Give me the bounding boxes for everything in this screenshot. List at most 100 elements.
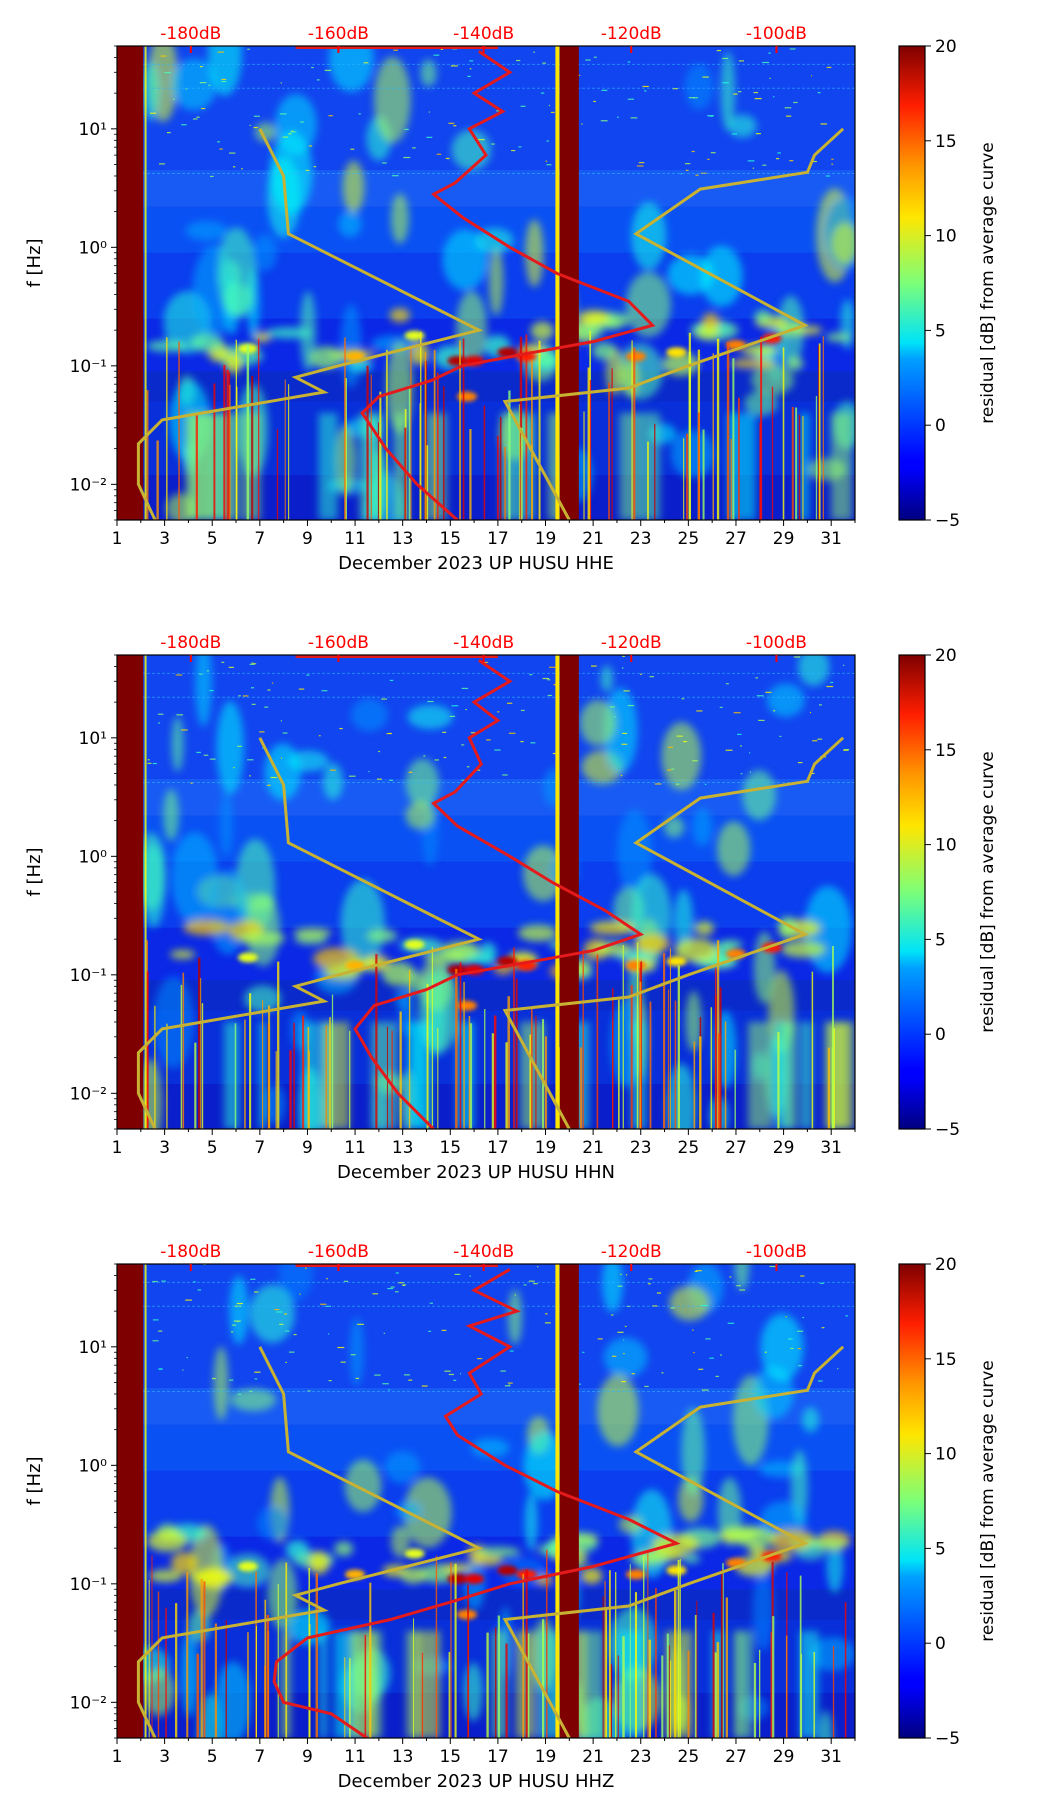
speckle — [176, 714, 184, 716]
speckle — [656, 1292, 662, 1294]
x-tick-label: 19 — [535, 1747, 557, 1767]
speckle — [671, 768, 675, 770]
noise-blotch — [753, 931, 776, 1004]
speckle — [221, 661, 225, 663]
noise-model-low-line — [136, 128, 484, 520]
speckle — [738, 91, 742, 93]
microseism-blotch — [309, 346, 344, 369]
speckle — [231, 1324, 237, 1326]
speckle — [376, 778, 382, 780]
speckle — [217, 141, 221, 143]
speckle — [627, 704, 635, 707]
x-tick-label: 5 — [207, 1747, 218, 1767]
y-axis-label: f [Hz] — [24, 1456, 45, 1505]
speckle — [722, 82, 729, 84]
speckle — [288, 133, 292, 135]
speckle — [765, 691, 772, 693]
speckle — [253, 115, 260, 117]
speckle — [329, 769, 336, 771]
speckle — [486, 739, 491, 741]
speckle — [158, 1330, 163, 1332]
microseism-blotch — [293, 927, 333, 938]
speckle — [392, 175, 399, 177]
hotspot — [237, 952, 258, 963]
hotspot — [456, 1000, 477, 1011]
speckle — [755, 133, 762, 135]
speckle — [196, 751, 201, 754]
speckle — [390, 1286, 395, 1288]
speckle — [552, 752, 557, 755]
noise-blotch — [631, 201, 667, 271]
speckle — [285, 1330, 290, 1332]
speckle — [817, 738, 823, 740]
speckle — [428, 1330, 432, 1332]
speckle — [427, 700, 434, 703]
x-tick-label: 19 — [535, 1138, 557, 1158]
x-tick-label: 19 — [535, 529, 557, 549]
speckle — [625, 1274, 628, 1276]
speckle — [623, 1352, 625, 1355]
colorbar-tick-label: 15 — [935, 741, 957, 761]
speckle — [809, 711, 812, 714]
noise-blotch — [407, 704, 453, 730]
speckle — [440, 48, 443, 51]
noise-blotch — [171, 58, 217, 111]
speckle — [719, 706, 723, 709]
speckle — [274, 1308, 280, 1311]
speckle — [843, 664, 845, 666]
speckle — [467, 75, 471, 77]
speckle — [667, 746, 674, 748]
speckle — [477, 769, 481, 771]
y-axis-label: f [Hz] — [24, 238, 45, 287]
x-tick-label: 15 — [439, 529, 461, 549]
top-axis-label: -180dB — [160, 1242, 221, 1262]
speckle — [363, 62, 369, 64]
noise-blotches — [127, 1264, 855, 1738]
speckle — [324, 69, 332, 71]
hotspot — [456, 391, 477, 402]
noise-blotch — [246, 893, 281, 967]
microseism-blotch — [441, 1563, 474, 1573]
colorbar-tick-label: 15 — [935, 132, 957, 152]
speckle — [185, 1299, 192, 1301]
noise-blotch — [153, 976, 194, 1069]
speckle — [758, 719, 765, 721]
speckle — [348, 775, 356, 777]
speckle — [755, 677, 759, 679]
microseism-blotch — [308, 1551, 330, 1575]
colorbar-frame — [898, 654, 926, 1130]
hotspot — [666, 1565, 687, 1576]
speckle — [247, 48, 250, 50]
lowfreq-column — [799, 412, 810, 520]
speckle — [304, 1267, 307, 1269]
top-axis-label: -100dB — [746, 633, 807, 653]
microseism-blotch — [148, 1569, 183, 1583]
y-axis-label: f [Hz] — [24, 847, 45, 896]
noise-blotch — [600, 665, 613, 692]
speckle — [614, 716, 616, 718]
x-tick-label: 5 — [207, 1138, 218, 1158]
speckle — [685, 169, 689, 171]
speckle — [509, 1350, 514, 1352]
x-tick-label: 27 — [725, 1138, 747, 1158]
speckle — [752, 167, 754, 169]
speckle — [631, 1373, 635, 1375]
speckle — [537, 1266, 539, 1268]
noise-blotch — [523, 1432, 566, 1501]
x-tick-label: 9 — [302, 1747, 313, 1767]
speckle — [181, 124, 187, 126]
speckle — [251, 703, 256, 705]
microseism-blotch — [189, 333, 224, 352]
speckle — [831, 163, 834, 165]
noise-model-high-line — [502, 127, 845, 520]
speckle — [197, 1289, 201, 1291]
colorbar-tick-label: 20 — [935, 1255, 957, 1275]
speckle — [544, 1322, 551, 1324]
speckle — [343, 1280, 349, 1282]
x-tick-label: 3 — [159, 529, 170, 549]
lowfreq-column — [617, 1630, 644, 1738]
lowfreq-column — [737, 1630, 753, 1738]
microseism-blotch — [740, 344, 778, 356]
